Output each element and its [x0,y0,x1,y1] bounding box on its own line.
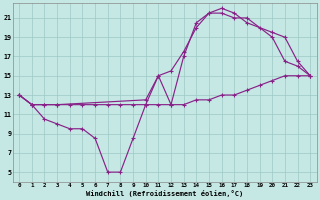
X-axis label: Windchill (Refroidissement éolien,°C): Windchill (Refroidissement éolien,°C) [86,190,243,197]
